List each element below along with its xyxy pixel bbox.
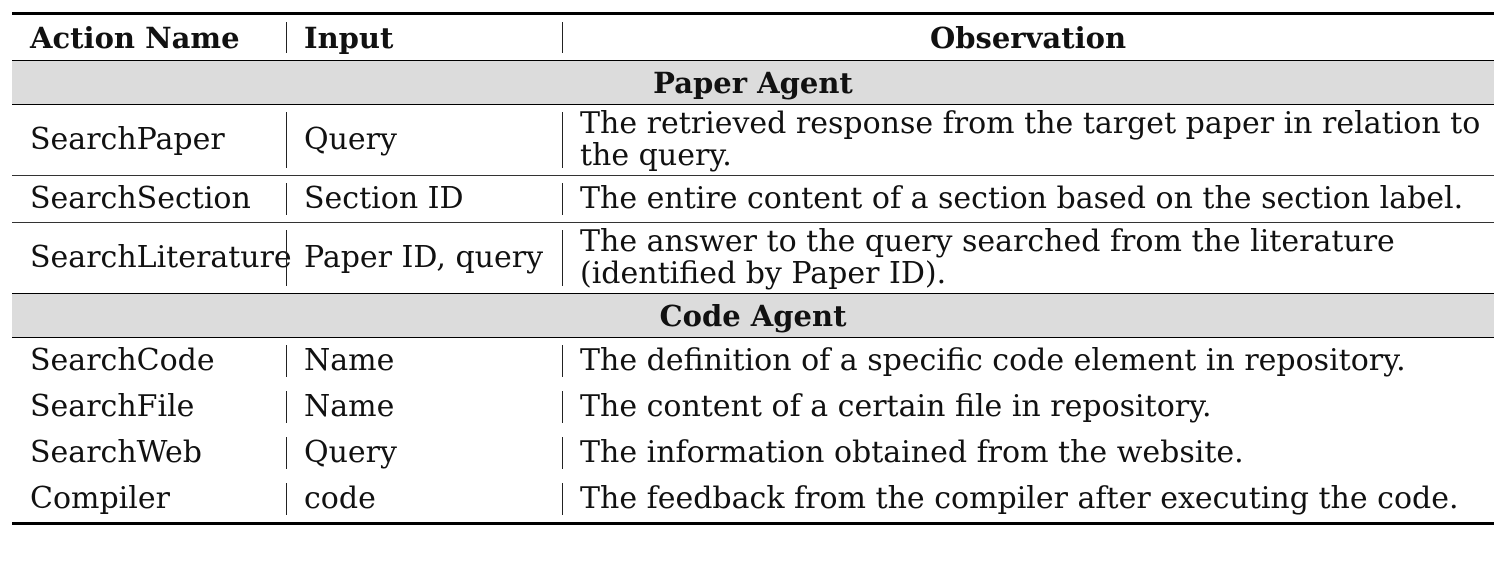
- observation-text: The feedback from the compiler after exe…: [580, 481, 1459, 516]
- action-name-cell: SearchLiterature: [30, 240, 292, 275]
- table-row: SearchLiterature Paper ID, query The ans…: [12, 223, 1494, 294]
- header-input: Input: [286, 14, 562, 61]
- observation-cell: The answer to the query searched from th…: [562, 223, 1494, 294]
- header-observation: Observation: [562, 14, 1494, 61]
- table-row: SearchCode Name The definition of a spec…: [12, 338, 1494, 385]
- section-row-paper-agent: Paper Agent: [12, 60, 1494, 105]
- action-name-cell: SearchPaper: [30, 122, 225, 157]
- observation-cell: The entire content of a section based on…: [562, 176, 1494, 223]
- section-title: Paper Agent: [12, 60, 1494, 105]
- observation-cell: The retrieved response from the target p…: [562, 105, 1494, 176]
- action-name-cell: SearchFile: [30, 389, 195, 424]
- table-row: SearchFile Name The content of a certain…: [12, 384, 1494, 430]
- section-row-code-agent: Code Agent: [12, 293, 1494, 338]
- input-cell: Query: [286, 430, 562, 476]
- observation-cell: The definition of a specific code elemen…: [562, 338, 1494, 385]
- observation-text: The information obtained from the websit…: [580, 435, 1244, 470]
- action-name-cell: Compiler: [30, 481, 170, 516]
- action-name-cell: SearchSection: [30, 181, 251, 216]
- observation-text: The content of a certain file in reposit…: [580, 389, 1212, 424]
- actions-table: Action Name Input Observation Paper Agen…: [12, 12, 1494, 525]
- observation-text: The entire content of a section based on…: [580, 181, 1464, 216]
- observation-text: The retrieved response from the target p…: [580, 106, 1481, 173]
- table-row: SearchWeb Query The information obtained…: [12, 430, 1494, 476]
- input-cell: Name: [286, 338, 562, 385]
- action-name-cell: SearchWeb: [30, 435, 203, 470]
- header-action-name: Action Name: [30, 20, 240, 55]
- table-row: SearchPaper Query The retrieved response…: [12, 105, 1494, 176]
- input-cell: Paper ID, query: [286, 223, 562, 294]
- input-cell: Name: [286, 384, 562, 430]
- action-name-cell: SearchCode: [30, 343, 215, 378]
- input-cell: code: [286, 476, 562, 524]
- observation-text: The answer to the query searched from th…: [580, 224, 1395, 291]
- table-row: SearchSection Section ID The entire cont…: [12, 176, 1494, 223]
- table-row: Compiler code The feedback from the comp…: [12, 476, 1494, 524]
- section-title: Code Agent: [12, 293, 1494, 338]
- header-row: Action Name Input Observation: [12, 13, 1494, 61]
- observation-cell: The information obtained from the websit…: [562, 430, 1494, 476]
- observation-text: The definition of a specific code elemen…: [580, 343, 1406, 378]
- input-cell: Query: [286, 105, 562, 176]
- observation-cell: The content of a certain file in reposit…: [562, 384, 1494, 430]
- actions-table-container: Action Name Input Observation Paper Agen…: [12, 12, 1494, 525]
- input-cell: Section ID: [286, 176, 562, 223]
- observation-cell: The feedback from the compiler after exe…: [562, 476, 1494, 524]
